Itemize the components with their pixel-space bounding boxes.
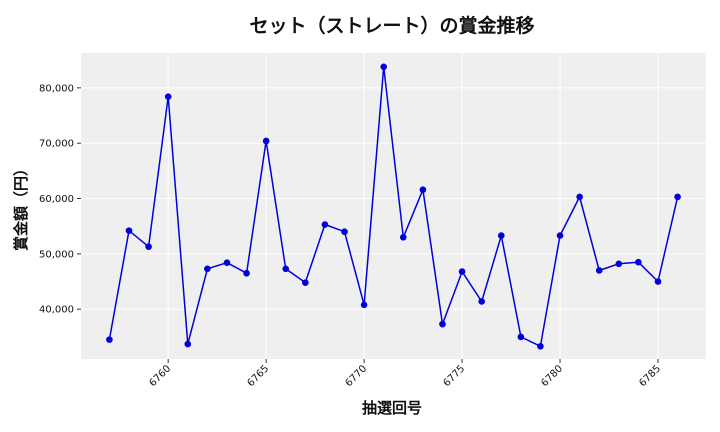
data-point bbox=[615, 260, 623, 268]
series-line bbox=[108, 66, 679, 348]
data-point bbox=[223, 259, 231, 267]
data-point bbox=[360, 301, 368, 309]
data-point bbox=[537, 342, 544, 350]
data-point bbox=[341, 228, 348, 236]
data-point bbox=[654, 278, 662, 285]
data-point bbox=[262, 137, 270, 145]
data-point bbox=[302, 279, 309, 286]
plot-area bbox=[81, 53, 706, 359]
data-point bbox=[419, 186, 427, 193]
data-point bbox=[164, 93, 172, 101]
data-point bbox=[576, 193, 583, 201]
data-point bbox=[204, 265, 211, 273]
y-tick-label: 70,000 bbox=[39, 139, 74, 150]
y-tick-label: 80,000 bbox=[39, 83, 74, 94]
data-point bbox=[125, 227, 133, 234]
data-point bbox=[282, 265, 290, 273]
data-point bbox=[674, 193, 681, 201]
x-tick-label: 6765 bbox=[245, 363, 271, 389]
x-tick-label: 6770 bbox=[343, 363, 369, 389]
data-point bbox=[595, 267, 603, 274]
chart-title: セット（ストレート）の賞金推移 bbox=[249, 14, 534, 37]
data-point bbox=[145, 243, 152, 250]
data-point bbox=[399, 233, 407, 241]
x-axis-label: 抽選回号 bbox=[362, 399, 422, 417]
x-tick-label: 6760 bbox=[148, 363, 174, 389]
data-point bbox=[321, 221, 329, 228]
data-point bbox=[635, 258, 642, 266]
data-point bbox=[497, 232, 505, 239]
data-point bbox=[517, 333, 525, 341]
y-axis-label: 賞金額（円） bbox=[12, 161, 30, 251]
x-tick-label: 6785 bbox=[637, 363, 663, 389]
y-tick-label: 50,000 bbox=[39, 249, 74, 260]
data-point bbox=[106, 336, 113, 343]
data-point bbox=[184, 340, 192, 348]
data-point bbox=[439, 320, 446, 328]
data-point bbox=[243, 269, 250, 277]
y-tick-label: 40,000 bbox=[39, 305, 74, 316]
y-axis-ticks: 40,000 50,000 60,000 70,000 80,000 bbox=[39, 83, 81, 316]
y-tick-label: 60,000 bbox=[39, 194, 74, 205]
data-point bbox=[556, 232, 564, 239]
x-tick-label: 6780 bbox=[539, 363, 565, 389]
series-layer bbox=[106, 63, 681, 350]
data-point bbox=[380, 63, 388, 71]
x-axis-ticks: 6760 6765 6770 6775 6780 6785 bbox=[148, 359, 663, 389]
data-point bbox=[458, 268, 466, 275]
data-point bbox=[478, 298, 485, 305]
x-tick-label: 6775 bbox=[441, 363, 467, 389]
